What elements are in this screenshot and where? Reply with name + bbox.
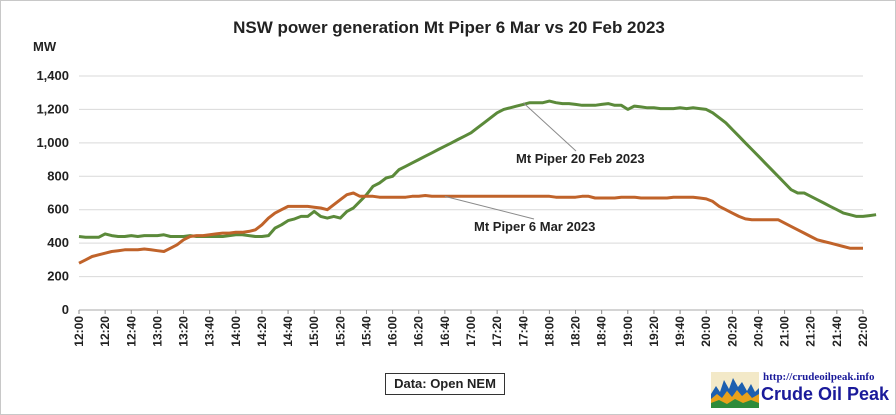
- x-tick-label: 15:00: [307, 316, 321, 347]
- x-tick-label: 20:00: [699, 316, 713, 347]
- data-source-note: Data: Open NEM: [385, 373, 505, 395]
- y-tick-label: 1,200: [36, 101, 69, 116]
- series-line-0: [78, 99, 877, 239]
- x-tick-label: 13:40: [203, 316, 217, 347]
- x-tick-label: 20:40: [751, 316, 765, 347]
- x-tick-label: 21:00: [778, 316, 792, 347]
- x-tick-label: 18:40: [595, 316, 609, 347]
- x-tick-label: 15:20: [333, 316, 347, 347]
- gridlines: [79, 75, 863, 311]
- x-axis-ticks: 12:00 12:20 12:40 13:00 13:20 13:40 14:00 14:20…: [72, 310, 870, 347]
- x-tick-label: 21:20: [804, 316, 818, 347]
- annotation-leader: [522, 102, 577, 152]
- y-tick-label: 1,400: [36, 68, 69, 83]
- x-tick-label: 17:20: [490, 316, 504, 347]
- x-tick-label: 19:00: [621, 316, 635, 347]
- x-tick-label: 19:20: [647, 316, 661, 347]
- logo-name: Crude Oil Peak: [761, 384, 890, 404]
- x-tick-label: 15:40: [359, 316, 373, 347]
- series-line-1: [78, 191, 863, 265]
- x-tick-label: 12:00: [72, 316, 86, 347]
- x-tick-label: 17:00: [464, 316, 478, 347]
- x-tick-label: 12:40: [124, 316, 138, 347]
- logo-url[interactable]: http://crudeoilpeak.info: [763, 371, 875, 383]
- x-tick-label: 17:40: [516, 316, 530, 347]
- y-tick-label: 1,000: [36, 135, 69, 150]
- x-tick-label: 16:40: [438, 316, 452, 347]
- x-tick-label: 14:00: [229, 316, 243, 347]
- y-tick-label: 400: [47, 235, 69, 250]
- x-tick-label: 14:20: [255, 316, 269, 347]
- crude-oil-peak-logo: http://crudeoilpeak.info Crude Oil Peak: [711, 369, 891, 409]
- y-axis-unit-label: MW: [33, 39, 57, 54]
- x-tick-label: 19:40: [673, 316, 687, 347]
- annotations: Mt Piper 20 Feb 2023 Mt Piper 6 Mar 2023: [444, 102, 645, 234]
- annotation-label: Mt Piper 20 Feb 2023: [516, 151, 645, 166]
- chart-title: NSW power generation Mt Piper 6 Mar vs 2…: [233, 18, 665, 37]
- y-tick-label: 600: [47, 202, 69, 217]
- annotation-label: Mt Piper 6 Mar 2023: [474, 219, 595, 234]
- annotation-leader: [444, 195, 535, 220]
- y-tick-label: 200: [47, 269, 69, 284]
- series-lines: [78, 99, 877, 265]
- y-tick-label: 0: [62, 302, 69, 317]
- logo-emblem-icon: [711, 372, 759, 408]
- y-tick-label: 800: [47, 168, 69, 183]
- x-tick-label: 13:20: [177, 316, 191, 347]
- y-axis-ticks: 0 200 400 600 800 1,000 1,200 1,400: [36, 68, 69, 317]
- x-tick-label: 22:00: [856, 316, 870, 347]
- x-tick-label: 13:00: [150, 316, 164, 347]
- x-tick-label: 21:40: [830, 316, 844, 347]
- x-tick-label: 16:20: [412, 316, 426, 347]
- x-tick-label: 20:20: [725, 316, 739, 347]
- x-tick-label: 18:00: [542, 316, 556, 347]
- x-tick-label: 12:20: [98, 316, 112, 347]
- x-tick-label: 14:40: [281, 316, 295, 347]
- x-tick-label: 18:20: [569, 316, 583, 347]
- x-tick-label: 16:00: [386, 316, 400, 347]
